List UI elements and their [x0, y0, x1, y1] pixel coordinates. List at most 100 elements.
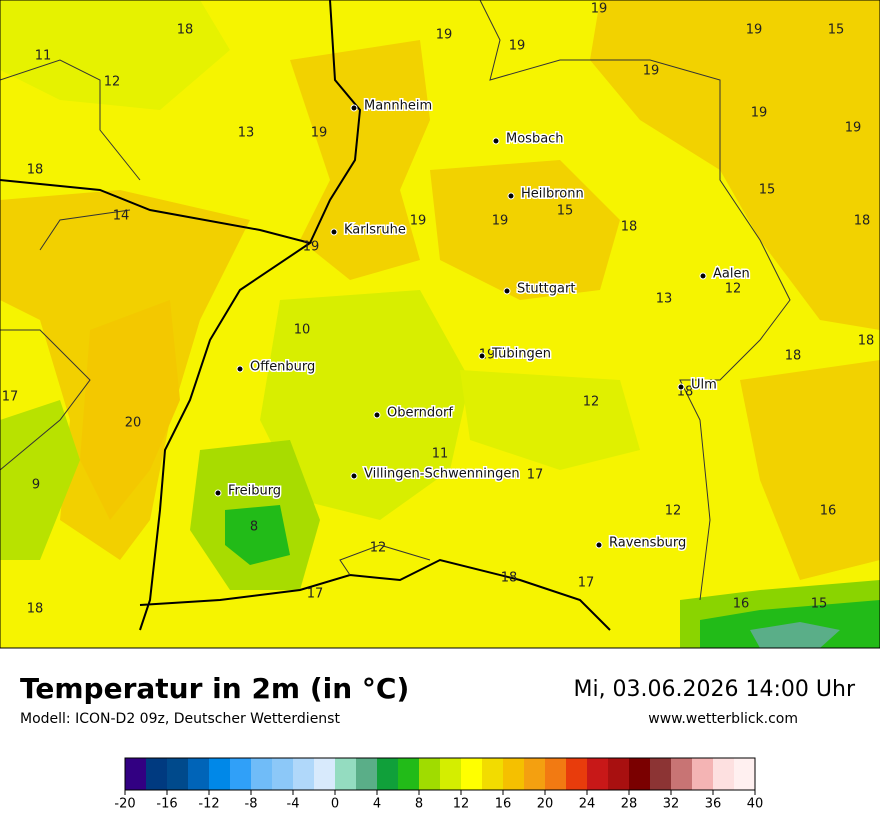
city-label: Mosbach	[506, 132, 564, 147]
temperature-label: 16	[820, 504, 837, 519]
legend-tick-label: 4	[373, 797, 381, 812]
legend-tick-label: 40	[747, 797, 764, 812]
legend-swatch	[419, 758, 441, 790]
city-dot	[699, 272, 707, 280]
legend-tick-label: 12	[453, 797, 470, 812]
temperature-label: 8	[250, 520, 258, 535]
city-dot	[595, 541, 603, 549]
temperature-label: 18	[27, 163, 44, 178]
legend-swatch	[629, 758, 651, 790]
legend-swatch	[587, 758, 609, 790]
map-frame	[0, 0, 880, 649]
temperature-label: 18	[27, 602, 44, 617]
legend-tick-label: 8	[415, 797, 423, 812]
temperature-label: 15	[811, 597, 828, 612]
temperature-label: 11	[35, 49, 52, 64]
temperature-label: 17	[527, 468, 544, 483]
legend-swatch	[167, 758, 189, 790]
city-label: Freiburg	[228, 484, 281, 499]
legend-swatch	[293, 758, 315, 790]
temperature-label: 18	[621, 220, 638, 235]
legend-frame	[124, 757, 756, 791]
legend-swatch	[125, 758, 147, 790]
temperature-label: 17	[578, 576, 595, 591]
city-label: Villingen-Schwenningen	[364, 467, 520, 482]
temperature-label: 15	[828, 23, 845, 38]
legend-tick-label: 16	[495, 797, 512, 812]
temperature-label: 18	[854, 214, 871, 229]
temperature-label: 15	[557, 204, 574, 219]
temperature-label: 19	[751, 106, 768, 121]
legend-swatch	[713, 758, 735, 790]
temperature-label: 12	[370, 541, 387, 556]
temperature-label: 17	[307, 587, 324, 602]
legend-swatch	[482, 758, 504, 790]
temperature-label: 19	[591, 2, 608, 17]
legend-swatch	[608, 758, 630, 790]
legend-tick-label: -12	[198, 797, 219, 812]
temperature-label: 19	[643, 64, 660, 79]
temperature-label: 19	[492, 214, 509, 229]
legend-tick-label: 32	[663, 797, 680, 812]
temperature-label: 19	[436, 28, 453, 43]
temperature-label: 19	[746, 23, 763, 38]
temperature-label: 12	[583, 395, 600, 410]
temperature-label: 14	[113, 209, 130, 224]
legend-swatch	[272, 758, 294, 790]
title: Temperatur in 2m (in °C)	[20, 672, 409, 705]
temperature-label: 18	[785, 349, 802, 364]
legend-tick-label: -20	[114, 797, 135, 812]
temperature-label: 20	[125, 416, 142, 431]
city-dot	[330, 228, 338, 236]
legend-swatch	[650, 758, 672, 790]
city-dot	[503, 287, 511, 295]
legend-swatch	[188, 758, 210, 790]
city-dot	[350, 104, 358, 112]
temperature-label: 19	[303, 240, 320, 255]
legend-swatch	[377, 758, 399, 790]
temperature-label: 13	[238, 126, 255, 141]
website: www.wetterblick.com	[648, 711, 798, 727]
legend-swatch	[209, 758, 231, 790]
temperature-label: 10	[294, 323, 311, 338]
legend-swatch	[545, 758, 567, 790]
city-label: Heilbronn	[521, 187, 584, 202]
legend-tick-label: 24	[579, 797, 596, 812]
city-dot	[492, 137, 500, 145]
city-label: Oberndorf	[387, 406, 453, 421]
map-background	[0, 0, 880, 648]
legend-swatch	[440, 758, 462, 790]
temperature-label: 12	[665, 504, 682, 519]
legend-tick-label: -8	[245, 797, 258, 812]
temperature-label: 11	[432, 447, 449, 462]
city-dot	[507, 192, 515, 200]
legend-swatch	[524, 758, 546, 790]
city-label: Offenburg	[250, 360, 315, 375]
city-dot	[236, 365, 244, 373]
temperature-label: 19	[410, 214, 427, 229]
temperature-label: 15	[759, 183, 776, 198]
temperature-label: 16	[733, 597, 750, 612]
temperature-label: 18	[177, 23, 194, 38]
temperature-label: 13	[656, 292, 673, 307]
temperature-label: 19	[509, 39, 526, 54]
borders	[0, 0, 791, 631]
city-label: Mannheim	[364, 99, 432, 114]
date: Mi, 03.06.2026 14:00 Uhr	[573, 677, 855, 702]
legend-swatch	[335, 758, 357, 790]
city-dot	[350, 472, 358, 480]
legend-tick-label: 0	[331, 797, 339, 812]
temperature-label: 9	[32, 478, 40, 493]
city-label: Stuttgart	[517, 282, 575, 297]
legend-tick-label: 20	[537, 797, 554, 812]
legend-swatch	[692, 758, 714, 790]
city-label: Aalen	[713, 267, 750, 282]
city-dot	[478, 352, 486, 360]
legend-tick-label: 28	[621, 797, 638, 812]
legend-swatch	[461, 758, 483, 790]
city-dot	[214, 489, 222, 497]
legend-tick-label: 36	[705, 797, 722, 812]
legend-swatch	[251, 758, 273, 790]
legend-swatch	[566, 758, 588, 790]
city-dot	[373, 411, 381, 419]
